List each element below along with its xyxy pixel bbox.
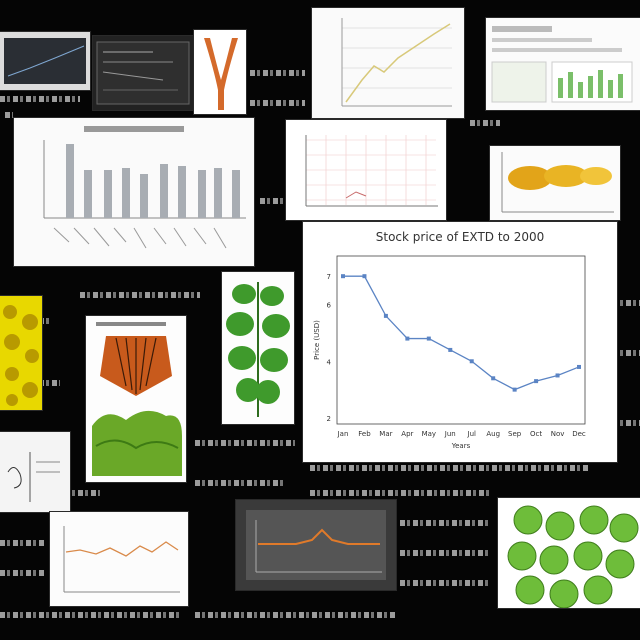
chart-title: Stock price of EXTD to 2000 bbox=[375, 230, 545, 244]
series-line bbox=[343, 275, 580, 391]
thumbnail-green-fruit bbox=[498, 498, 640, 608]
data-point bbox=[469, 359, 474, 364]
thumbnail-orange-branch bbox=[194, 30, 246, 114]
x-tick-label: Apr bbox=[401, 430, 413, 438]
data-point bbox=[383, 313, 388, 318]
thumbnail-dark-peak-chart bbox=[236, 500, 396, 590]
data-point bbox=[362, 274, 367, 279]
main-line-chart: Stock price of EXTD to 2000 2 4 6 7 Jan Feb Ma… bbox=[303, 222, 617, 462]
y-tick-label: 7 bbox=[327, 273, 331, 281]
x-tick-label: May bbox=[422, 430, 436, 438]
thumbnail-yellow-pattern bbox=[0, 296, 42, 410]
x-tick-label: Feb bbox=[358, 430, 371, 438]
data-point bbox=[341, 274, 345, 279]
thumbnail-chart-top-left bbox=[0, 32, 90, 90]
thumbnail-growth-chart bbox=[312, 8, 464, 118]
thumbnail-grid-chart bbox=[286, 120, 446, 220]
x-tick-label: Dec bbox=[572, 430, 586, 438]
x-tick-label: Nov bbox=[551, 430, 565, 438]
plot-frame bbox=[336, 255, 586, 425]
y-axis-label: Price (USD) bbox=[313, 320, 321, 360]
thumbnail-plant-illustration bbox=[86, 316, 186, 482]
x-tick-label: Sep bbox=[508, 430, 522, 438]
thumbnail-bar-chart bbox=[14, 118, 254, 266]
y-tick-label: 6 bbox=[327, 302, 332, 310]
x-tick-label: Jul bbox=[467, 430, 477, 438]
data-point bbox=[534, 379, 539, 384]
thumbnail-leaf-specimen bbox=[222, 272, 294, 424]
x-tick-label: Mar bbox=[379, 430, 392, 438]
y-tick-label: 4 bbox=[327, 358, 332, 366]
chart-plot-area: 2 4 6 7 Jan Feb Mar Apr May Jun Jul Aug Sep Oct Nov Dec… bbox=[313, 255, 586, 450]
x-tick-label: Aug bbox=[486, 430, 500, 438]
thumbnail-orange-line-chart bbox=[50, 512, 188, 606]
thumbnail-sketch bbox=[0, 432, 70, 512]
y-tick-label: 2 bbox=[327, 415, 331, 423]
data-point bbox=[491, 376, 496, 381]
data-point bbox=[577, 364, 581, 369]
data-point bbox=[448, 347, 453, 352]
x-tick-label: Jun bbox=[444, 430, 456, 438]
thumbnail-corn-chart bbox=[490, 146, 620, 220]
data-point bbox=[405, 336, 410, 341]
x-axis-label: Years bbox=[451, 442, 471, 450]
data-point bbox=[512, 387, 517, 392]
x-tick-label: Oct bbox=[530, 430, 542, 438]
thumbnail-dashboard bbox=[486, 18, 640, 110]
thumbnail-dark-slide bbox=[93, 36, 193, 110]
data-point bbox=[555, 373, 560, 378]
data-point bbox=[426, 336, 431, 341]
x-tick-label: Jan bbox=[337, 430, 349, 438]
